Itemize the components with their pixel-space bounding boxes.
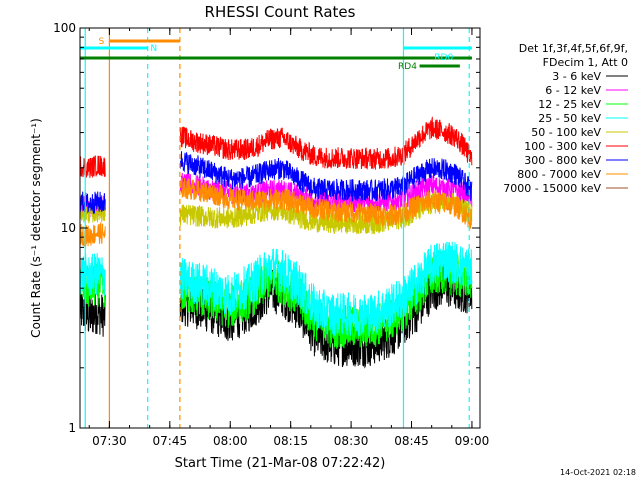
vertical-markers	[84, 28, 470, 428]
series-800-7000-kev	[79, 177, 473, 247]
plot-frame	[79, 27, 481, 429]
legend-header: FDecim 1, Att 0	[543, 56, 628, 69]
x-tick-label: 07:30	[92, 434, 127, 448]
flag-label-n: N	[150, 44, 157, 54]
series-layer	[79, 116, 473, 369]
flag-label-rd4: RD4	[398, 62, 417, 72]
legend: Det 1f,3f,4f,5f,6f,9f,FDecim 1, Att 03 -…	[503, 42, 628, 195]
flag-label-rd0: RD0	[434, 53, 453, 63]
x-axis-label: Start Time (21-Mar-08 07:22:42)	[175, 456, 386, 471]
legend-label: 12 - 25 keV	[538, 98, 601, 111]
legend-label: 7000 - 15000 keV	[503, 182, 601, 195]
series-25-50-kev	[79, 241, 473, 337]
x-tick-label: 09:00	[455, 434, 490, 448]
chart-title: RHESSI Count Rates	[205, 3, 356, 21]
y-tick-label: 10	[61, 221, 76, 235]
x-tick-label: 08:30	[334, 434, 369, 448]
x-tick-label: 08:15	[273, 434, 308, 448]
flag-bars: S N RD0 RD4	[80, 37, 472, 72]
legend-label: 800 - 7000 keV	[517, 168, 601, 181]
y-axis-label: Count Rate (s⁻¹ detector segment⁻¹)	[29, 118, 43, 338]
legend-label: 300 - 800 keV	[524, 154, 601, 167]
y-tick-label: 1	[68, 421, 76, 435]
legend-label: 50 - 100 keV	[531, 126, 601, 139]
x-axis: 07:30 07:45 08:00 08:15 08:30 08:45 09:00	[88, 28, 490, 448]
plot-area: S N RD0 RD4	[79, 28, 473, 428]
y-tick-label: 100	[53, 21, 76, 35]
legend-header: Det 1f,3f,4f,5f,6f,9f,	[519, 42, 628, 55]
legend-label: 100 - 300 keV	[524, 140, 601, 153]
y-axis: 1 10 100	[53, 21, 480, 435]
series-300-800-kev	[79, 151, 473, 215]
flag-label-s: S	[99, 37, 105, 47]
legend-label: 6 - 12 keV	[545, 84, 601, 97]
series-100-300-kev	[79, 116, 473, 178]
x-tick-label: 07:45	[153, 434, 188, 448]
legend-label: 25 - 50 keV	[538, 112, 601, 125]
timestamp: 14-Oct-2021 02:18	[560, 468, 636, 477]
x-tick-label: 08:45	[394, 434, 429, 448]
legend-label: 3 - 6 keV	[552, 70, 601, 83]
x-tick-label: 08:00	[213, 434, 248, 448]
